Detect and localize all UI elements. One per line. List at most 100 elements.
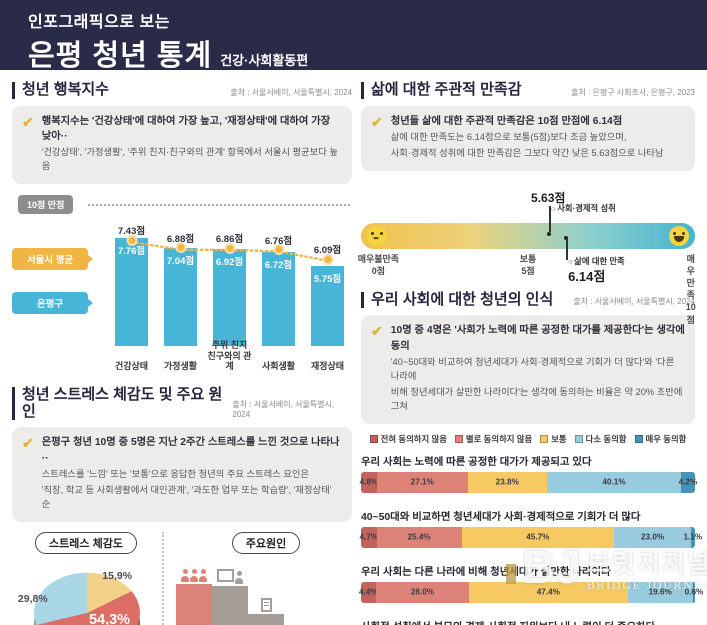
agreement-legend-item: 다소 동의함 (574, 433, 627, 445)
summary-line: 청년들 삶에 대한 주관적 만족감은 10점 만점에 6.14점 (390, 115, 623, 127)
section-satisfaction: 삶에 대한 주관적 만족감 출처 : 은평구 사회조사, 은평구, 2023 ✔… (358, 81, 696, 325)
satisfaction-title: 삶에 대한 주관적 만족감 (361, 81, 522, 99)
summary-line: 삶에 대한 만족도는 6.14점으로 보통(5점)보다 조금 높았으며, (390, 131, 627, 142)
satisfaction-gradient-bar (361, 222, 695, 249)
legend-swatch (454, 434, 463, 443)
stacked-bar: 4.7% 25.4% 45.7% 23.0% 1.1% (360, 526, 702, 548)
legend-swatch (369, 434, 378, 443)
eunpyeong-value: 6.72점 (264, 260, 293, 272)
document-icon (260, 588, 272, 613)
eunpyeong-bar: 7.76점 (115, 237, 148, 347)
category-label: 주위 친지 친구와의 관계 (207, 339, 252, 372)
segment-value: 4.8% (359, 477, 379, 487)
stacked-segment: 40.1% (547, 471, 681, 493)
perception-question-row: 우리 사회는 노력에 따른 공정한 대가가 제공되고 있다 4.8% 27.1% 23… (359, 453, 698, 493)
pie-value-label: 15,9% (102, 570, 133, 583)
section-perception: 우리 사회에 대한 청년의 인식 출처 : 서울서베이, 서울특별시, 2024… (359, 291, 703, 625)
happiness-title: 청년 행복지수 (12, 81, 109, 99)
cause-bar: 38,8% (248, 614, 284, 625)
satisfaction-summary-box: ✔ 청년들 삶에 대한 주관적 만족감은 10점 만점에 6.14점 삶에 대한… (361, 105, 695, 171)
left-column: 청년 행복지수 출처 : 서울서베이, 서울특별시, 2024 ✔ 행복지수는 … (12, 80, 352, 625)
happiness-plot: 7.43점 7.76점 건강상태 6.88점 7.04점 가정생활 6.86점 6.92점 주위… (107, 198, 352, 374)
cause-group: 20,4%기타 (320, 560, 356, 625)
happiness-category-group: 6.09점 5.75점 재정상태 (303, 198, 352, 374)
stress-feel-panel: 스트레스 체감도 54,3%15,9%29,8% 느낌보통느끼지 않음 (12, 531, 160, 625)
legend-label: 별로 동의하지 않음 (465, 433, 533, 444)
segment-value: 23.0% (640, 532, 665, 542)
question-title: 우리 사회는 노력에 따른 공정한 대가가 제공되고 있다 (361, 456, 592, 468)
seoul-average-dot (126, 234, 137, 246)
marker-dot (547, 231, 552, 236)
header-edition: 건강·사회활동편 (220, 53, 309, 68)
happiness-source: 출처 : 서울서베이, 서울특별시, 2024 (230, 87, 352, 97)
happiness-summary-box: ✔ 행복지수는 '건강상태'에 대하여 가장 높고, '재정상태'에 대하여 가… (12, 105, 352, 185)
scale-axis-label: 보통 5점 (519, 253, 537, 276)
person-glyph (190, 568, 198, 582)
people-group-icon (181, 560, 207, 582)
stacked-segment: 4.4% (359, 581, 378, 603)
stacked-segment: 4.2% (678, 471, 698, 493)
stacked-segment: 25.4% (376, 526, 462, 548)
perception-summary-box: ✔ 10명 중 4명은 '사회가 노력에 따른 공정한 대가를 제공한다'는 생… (361, 315, 695, 424)
summary-line: 사회·경제적 성취에 대한 만족감은 그보다 약간 낮은 5.63점으로 나타남 (390, 147, 664, 158)
stress-source: 출처 : 서울서베이, 서울특별시, 2024 (232, 400, 335, 420)
stacked-segment: 27.1% (377, 471, 468, 493)
segment-value: 47.4% (536, 587, 560, 597)
scale-axis-label: 매우만족 10점 (685, 253, 696, 325)
legend-eunpyeong: 은평구 (12, 292, 88, 315)
stacked-segment: 47.4% (469, 581, 628, 603)
marker-value: 6.14점 (568, 268, 606, 284)
question-title: 사회적 성취에서 부모의 경제·사회적 지위보다 내 노력이 더 중요하다 (361, 618, 695, 625)
marker-line (549, 205, 551, 232)
summary-line: 행복지수는 '건강상태'에 대하여 가장 높고, '재정상태'에 대하여 가장 … (41, 115, 331, 142)
stacked-segment: 1.1% (683, 526, 702, 548)
category-label: 사회생활 (261, 361, 296, 372)
watermark-korean: 브릿지저널 (586, 550, 707, 578)
agreement-legend-item: 보통 (540, 433, 567, 445)
stacked-segment: 19.6% (627, 581, 693, 603)
pie-title-badge: 스트레스 체감도 (35, 531, 137, 554)
stress-summary-box: ✔ 은평구 청년 10명 중 5명은 지난 2주간 스트레스를 느낀 것으로 나… (12, 427, 352, 522)
seoul-average-dot (322, 253, 333, 265)
stacked-segment: 23.0% (614, 526, 691, 548)
stress-pie-chart: 54,3% 15,9% 29,8% (12, 562, 160, 625)
happiness-bar-chart: 10점 만점 서울시 평균 은평구 7.43점 7.76점 건강상태 6.88점 7.0… (12, 195, 352, 374)
seoul-average-value: 6.88점 (166, 233, 195, 245)
cause-group: 18,3%가족 친구 관계 (284, 560, 320, 625)
legend-seoul-average: 서울시 평균 (12, 248, 88, 271)
stacked-segment: 0.6% (685, 581, 703, 603)
check-icon: ✔ (22, 435, 34, 452)
stacked-segment: 45.7% (461, 526, 615, 548)
cause-group: 60,2%사회생활 대인관계 (176, 560, 212, 625)
perception-source: 출처 : 서울서베이, 서울특별시, 2024 (573, 297, 695, 307)
person-glyph (181, 568, 189, 582)
segment-value: 19.6% (648, 587, 672, 597)
segment-value: 1.1% (683, 532, 703, 542)
section-stress: 청년 스트레스 체감도 및 주요 원인 출처 : 서울서베이, 서울특별시, 2… (12, 387, 352, 625)
legend-label: 매우 동의함 (645, 433, 687, 444)
segment-value: 27.1% (410, 477, 434, 487)
watermark-english: BRIDGE JOURNAL (586, 580, 707, 592)
check-icon: ✔ (22, 113, 34, 130)
marker-line (566, 237, 568, 260)
cause-group: 54,7%과도한 업무 학습량 (212, 560, 248, 625)
segment-value: 45.7% (526, 532, 550, 542)
segment-value: 4.2% (678, 477, 698, 487)
legend-swatch (634, 434, 643, 443)
segment-value: 40.1% (602, 477, 626, 487)
page-title: 은평 청년 통계 (28, 40, 213, 72)
happiness-category-group: 7.43점 7.76점 건강상태 (107, 198, 156, 374)
happiness-category-group: 6.86점 6.92점 주위 친지 친구와의 관계 (205, 198, 254, 374)
summary-line: '직장, 학교 등 사회생활에서 대인관계', '과도한 업무 또는 학습량',… (41, 485, 332, 509)
section-happiness: 청년 행복지수 출처 : 서울서베이, 서울특별시, 2024 ✔ 행복지수는 … (12, 81, 352, 374)
legend-swatch (540, 434, 549, 443)
seoul-average-dot (175, 242, 186, 254)
segment-value: 25.4% (407, 532, 431, 542)
cause-bar: 60,2% (176, 583, 212, 625)
happy-face-icon (669, 225, 689, 246)
header-subtitle: 인포그래픽으로 보는 (28, 14, 170, 31)
eunpyeong-bar: 7.04점 (164, 247, 197, 347)
segment-value: 23.8% (495, 477, 519, 487)
